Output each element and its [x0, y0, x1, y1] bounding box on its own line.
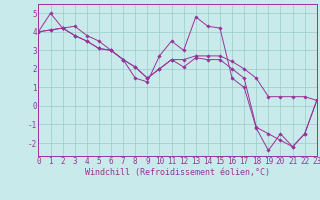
X-axis label: Windchill (Refroidissement éolien,°C): Windchill (Refroidissement éolien,°C)	[85, 168, 270, 177]
